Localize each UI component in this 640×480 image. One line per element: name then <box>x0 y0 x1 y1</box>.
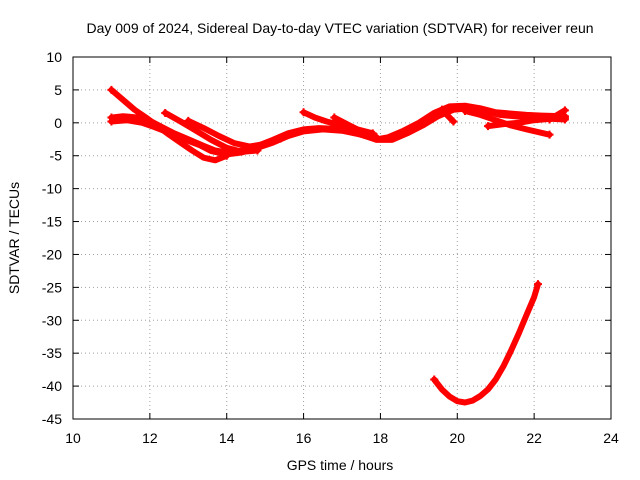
data-point-marker <box>545 130 554 139</box>
x-tick-label: 16 <box>296 430 312 446</box>
data-point-marker <box>533 280 542 289</box>
data-point-marker <box>184 116 193 125</box>
x-tick-label: 22 <box>526 430 542 446</box>
series-track-12 <box>430 280 542 406</box>
y-tick-label: -35 <box>42 345 62 361</box>
data-point-marker <box>484 122 493 131</box>
y-tick-label: 5 <box>54 82 62 98</box>
y-tick-label: -45 <box>42 411 62 427</box>
data-point-marker <box>107 85 116 94</box>
data-point-marker <box>560 113 569 122</box>
data-point-marker <box>330 113 339 122</box>
data-point-marker <box>449 117 458 126</box>
series-line <box>108 86 230 164</box>
x-tick-label: 12 <box>142 430 158 446</box>
y-tick-label: -30 <box>42 312 62 328</box>
data-point-marker <box>107 117 116 126</box>
data-point-marker <box>560 106 569 115</box>
series-track-3 <box>107 85 231 164</box>
x-tick-label: 24 <box>603 430 619 446</box>
series-track-8 <box>437 105 458 126</box>
y-tick-label: -10 <box>42 181 62 197</box>
y-tick-label: 0 <box>54 115 62 131</box>
chart-title: Day 009 of 2024, Sidereal Day-to-day VTE… <box>86 20 593 36</box>
data-point-marker <box>222 151 231 160</box>
series-line <box>431 281 541 406</box>
series-line <box>546 107 568 123</box>
y-tick-label: -5 <box>50 148 63 164</box>
data-point-marker <box>299 108 308 117</box>
data-point-marker <box>276 134 285 143</box>
plot-frame <box>72 56 612 420</box>
axis-ticks: 10 12 14 16 18 20 22 24 10 5 0 -5 -10 -15 -20 -25 -30 -35… <box>42 49 619 446</box>
data-point-marker <box>460 106 469 115</box>
y-axis-label: SDTVAR / TECUs <box>6 182 22 294</box>
y-tick-label: -20 <box>42 246 62 262</box>
y-tick-label: -15 <box>42 214 62 230</box>
series-line <box>108 105 568 158</box>
data-point-marker <box>437 105 446 114</box>
x-axis-label: GPS time / hours <box>287 457 394 473</box>
grid <box>73 57 611 419</box>
series-line <box>331 114 380 141</box>
data-point-marker <box>545 115 554 124</box>
series-track-4 <box>161 108 262 155</box>
x-tick-label: 18 <box>373 430 389 446</box>
data-point-marker <box>430 375 439 384</box>
data-point-marker <box>372 133 381 142</box>
series-line <box>185 117 284 150</box>
x-tick-label: 14 <box>219 430 235 446</box>
y-tick-label: -25 <box>42 279 62 295</box>
series-track-7 <box>330 113 381 142</box>
x-tick-label: 10 <box>65 430 81 446</box>
x-tick-label: 20 <box>449 430 465 446</box>
series-track-11 <box>545 106 569 124</box>
data-series-layer <box>107 85 569 406</box>
series-track-5 <box>184 116 285 150</box>
data-point-marker <box>161 108 170 117</box>
series-line <box>438 106 457 125</box>
y-tick-label: -40 <box>42 378 62 394</box>
series-line <box>162 109 261 155</box>
y-tick-label: 10 <box>46 49 62 65</box>
